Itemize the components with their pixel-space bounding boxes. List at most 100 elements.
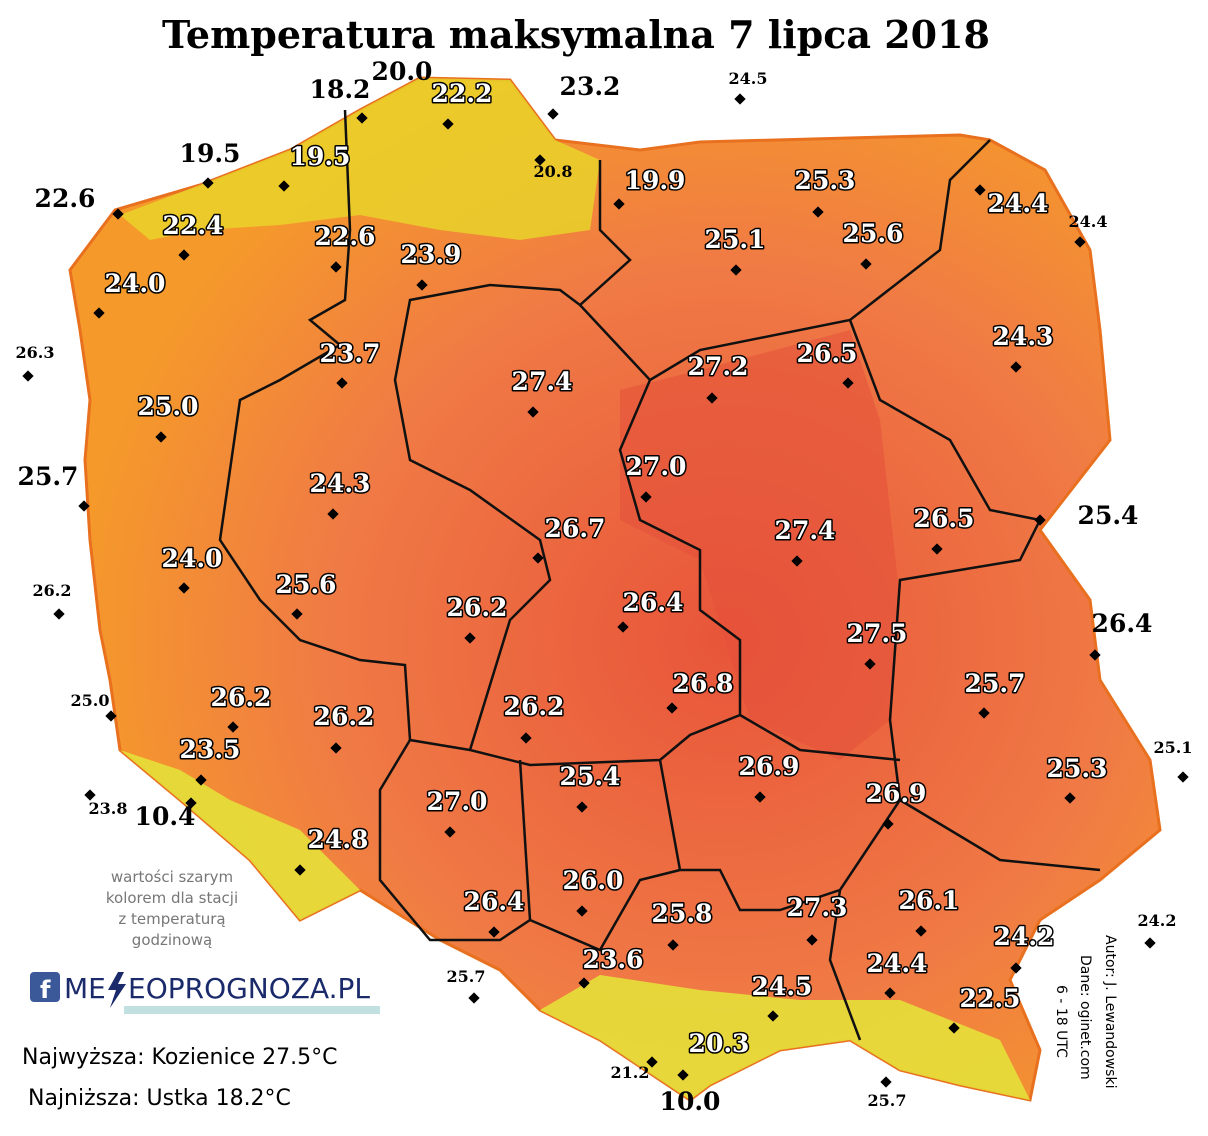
station-marker (842, 377, 854, 389)
note-line: z temperaturą (118, 910, 225, 928)
station-value: 27.3 (787, 893, 848, 922)
station-marker (915, 925, 927, 937)
station-value: 25.6 (276, 570, 337, 599)
station-value: 26.9 (866, 779, 927, 808)
station-marker (227, 721, 239, 733)
station-value: 25.7 (447, 967, 486, 986)
station-value: 26.2 (33, 581, 72, 600)
station-marker (882, 818, 894, 830)
station-marker (416, 279, 428, 291)
station-value: 23.7 (320, 339, 381, 368)
station-marker (1089, 649, 1101, 661)
station-value: 22.5 (960, 984, 1021, 1013)
station-value: 25.7 (965, 669, 1026, 698)
stations: 20.018.2 22.2 23.2 24.5 20.8 19.5 19.5 19.9 25.3… (16, 57, 1193, 1116)
station-value: 26.4 (1092, 609, 1153, 638)
station-marker (195, 774, 207, 786)
station-value: 24.4 (1069, 212, 1108, 231)
station-value: 25.4 (560, 762, 621, 791)
station-marker (527, 406, 539, 418)
station-marker (1144, 937, 1156, 949)
station-marker (202, 177, 214, 189)
station-value: 26.0 (563, 866, 624, 895)
station-marker (978, 707, 990, 719)
logo-bolt (108, 972, 126, 1008)
station-marker (931, 543, 943, 555)
warm-interior (620, 330, 900, 760)
station-value: 22.2 (432, 79, 493, 108)
note-line: godzinową (132, 931, 212, 949)
station-value: 25.7 (868, 1091, 907, 1110)
station-value: 24.5 (729, 69, 768, 88)
station-marker (468, 992, 480, 1004)
station-marker (812, 206, 824, 218)
station-value: 24.3 (993, 322, 1054, 351)
station-value: 26.5 (914, 504, 975, 533)
station-value: 19.5 (180, 139, 241, 168)
station-value: 24.8 (308, 825, 369, 854)
station-value: 25.0 (71, 691, 110, 710)
station-marker (330, 742, 342, 754)
station-marker (1064, 792, 1076, 804)
station-marker (291, 608, 303, 620)
station-marker (534, 154, 546, 166)
station-value: 26.3 (16, 343, 55, 362)
station-marker (185, 797, 197, 809)
station-marker (22, 370, 34, 382)
station-marker (864, 658, 876, 670)
station-marker (806, 934, 818, 946)
station-value: 26.7 (545, 514, 606, 543)
map-title: Temperatura maksymalna 7 lipca 2018 (162, 12, 990, 57)
station-value: 26.9 (739, 752, 800, 781)
credit: Dane: oginet.com (1077, 955, 1093, 1080)
station-value: 22.4 (163, 211, 224, 240)
mountains (120, 750, 360, 920)
station-marker (278, 180, 290, 192)
station-value: 24.5 (752, 972, 813, 1001)
credit: Autor: J. Lewandowski (1102, 935, 1118, 1088)
mountains (540, 975, 1030, 1100)
credit: 6 - 18 UTC (1053, 985, 1069, 1058)
facebook-glyph: f (40, 976, 51, 1004)
station-marker (488, 926, 500, 938)
station-marker (734, 93, 746, 105)
station-marker (880, 1076, 892, 1088)
station-value: 23.5 (180, 735, 241, 764)
station-marker (330, 261, 342, 273)
station-marker (576, 801, 588, 813)
station-value: 25.1 (705, 225, 766, 254)
station-marker (444, 826, 456, 838)
station-value: 24.3 (310, 469, 371, 498)
station-value: 25.0 (138, 392, 199, 421)
station-value: 26.2 (211, 683, 272, 712)
station-value: 24.4 (867, 949, 928, 978)
station-marker (646, 1056, 658, 1068)
station-value: 27.0 (427, 787, 488, 816)
station-value: 26.2 (504, 692, 565, 721)
station-marker (860, 258, 872, 270)
lowest-stat: Najniższa: Ustka 18.2°C (28, 1086, 291, 1111)
station-marker (767, 1010, 779, 1022)
station-value: 25.3 (1047, 754, 1108, 783)
station-value: 26.4 (464, 887, 525, 916)
station-marker (667, 939, 679, 951)
station-value: 26.4 (623, 588, 684, 617)
station-value: 24.2 (994, 922, 1055, 951)
station-marker (974, 184, 986, 196)
station-value: 21.2 (611, 1063, 650, 1082)
station-marker (155, 431, 167, 443)
station-marker (791, 555, 803, 567)
station-value: 10.4 (135, 802, 196, 831)
station-value: 19.5 (290, 142, 351, 171)
logo-text: ME (64, 972, 106, 1005)
station-value: 25.7 (18, 462, 79, 491)
logo-text: EOPROGNOZA.PL (128, 972, 370, 1005)
station-value: 25.4 (1078, 501, 1139, 530)
station-value: 27.4 (775, 516, 836, 545)
station-marker (666, 702, 678, 714)
station-marker (547, 108, 559, 120)
station-value: 24.0 (162, 544, 223, 573)
station-marker (1177, 771, 1189, 783)
station-value: 23.2 (560, 72, 621, 101)
station-marker (677, 1069, 689, 1081)
